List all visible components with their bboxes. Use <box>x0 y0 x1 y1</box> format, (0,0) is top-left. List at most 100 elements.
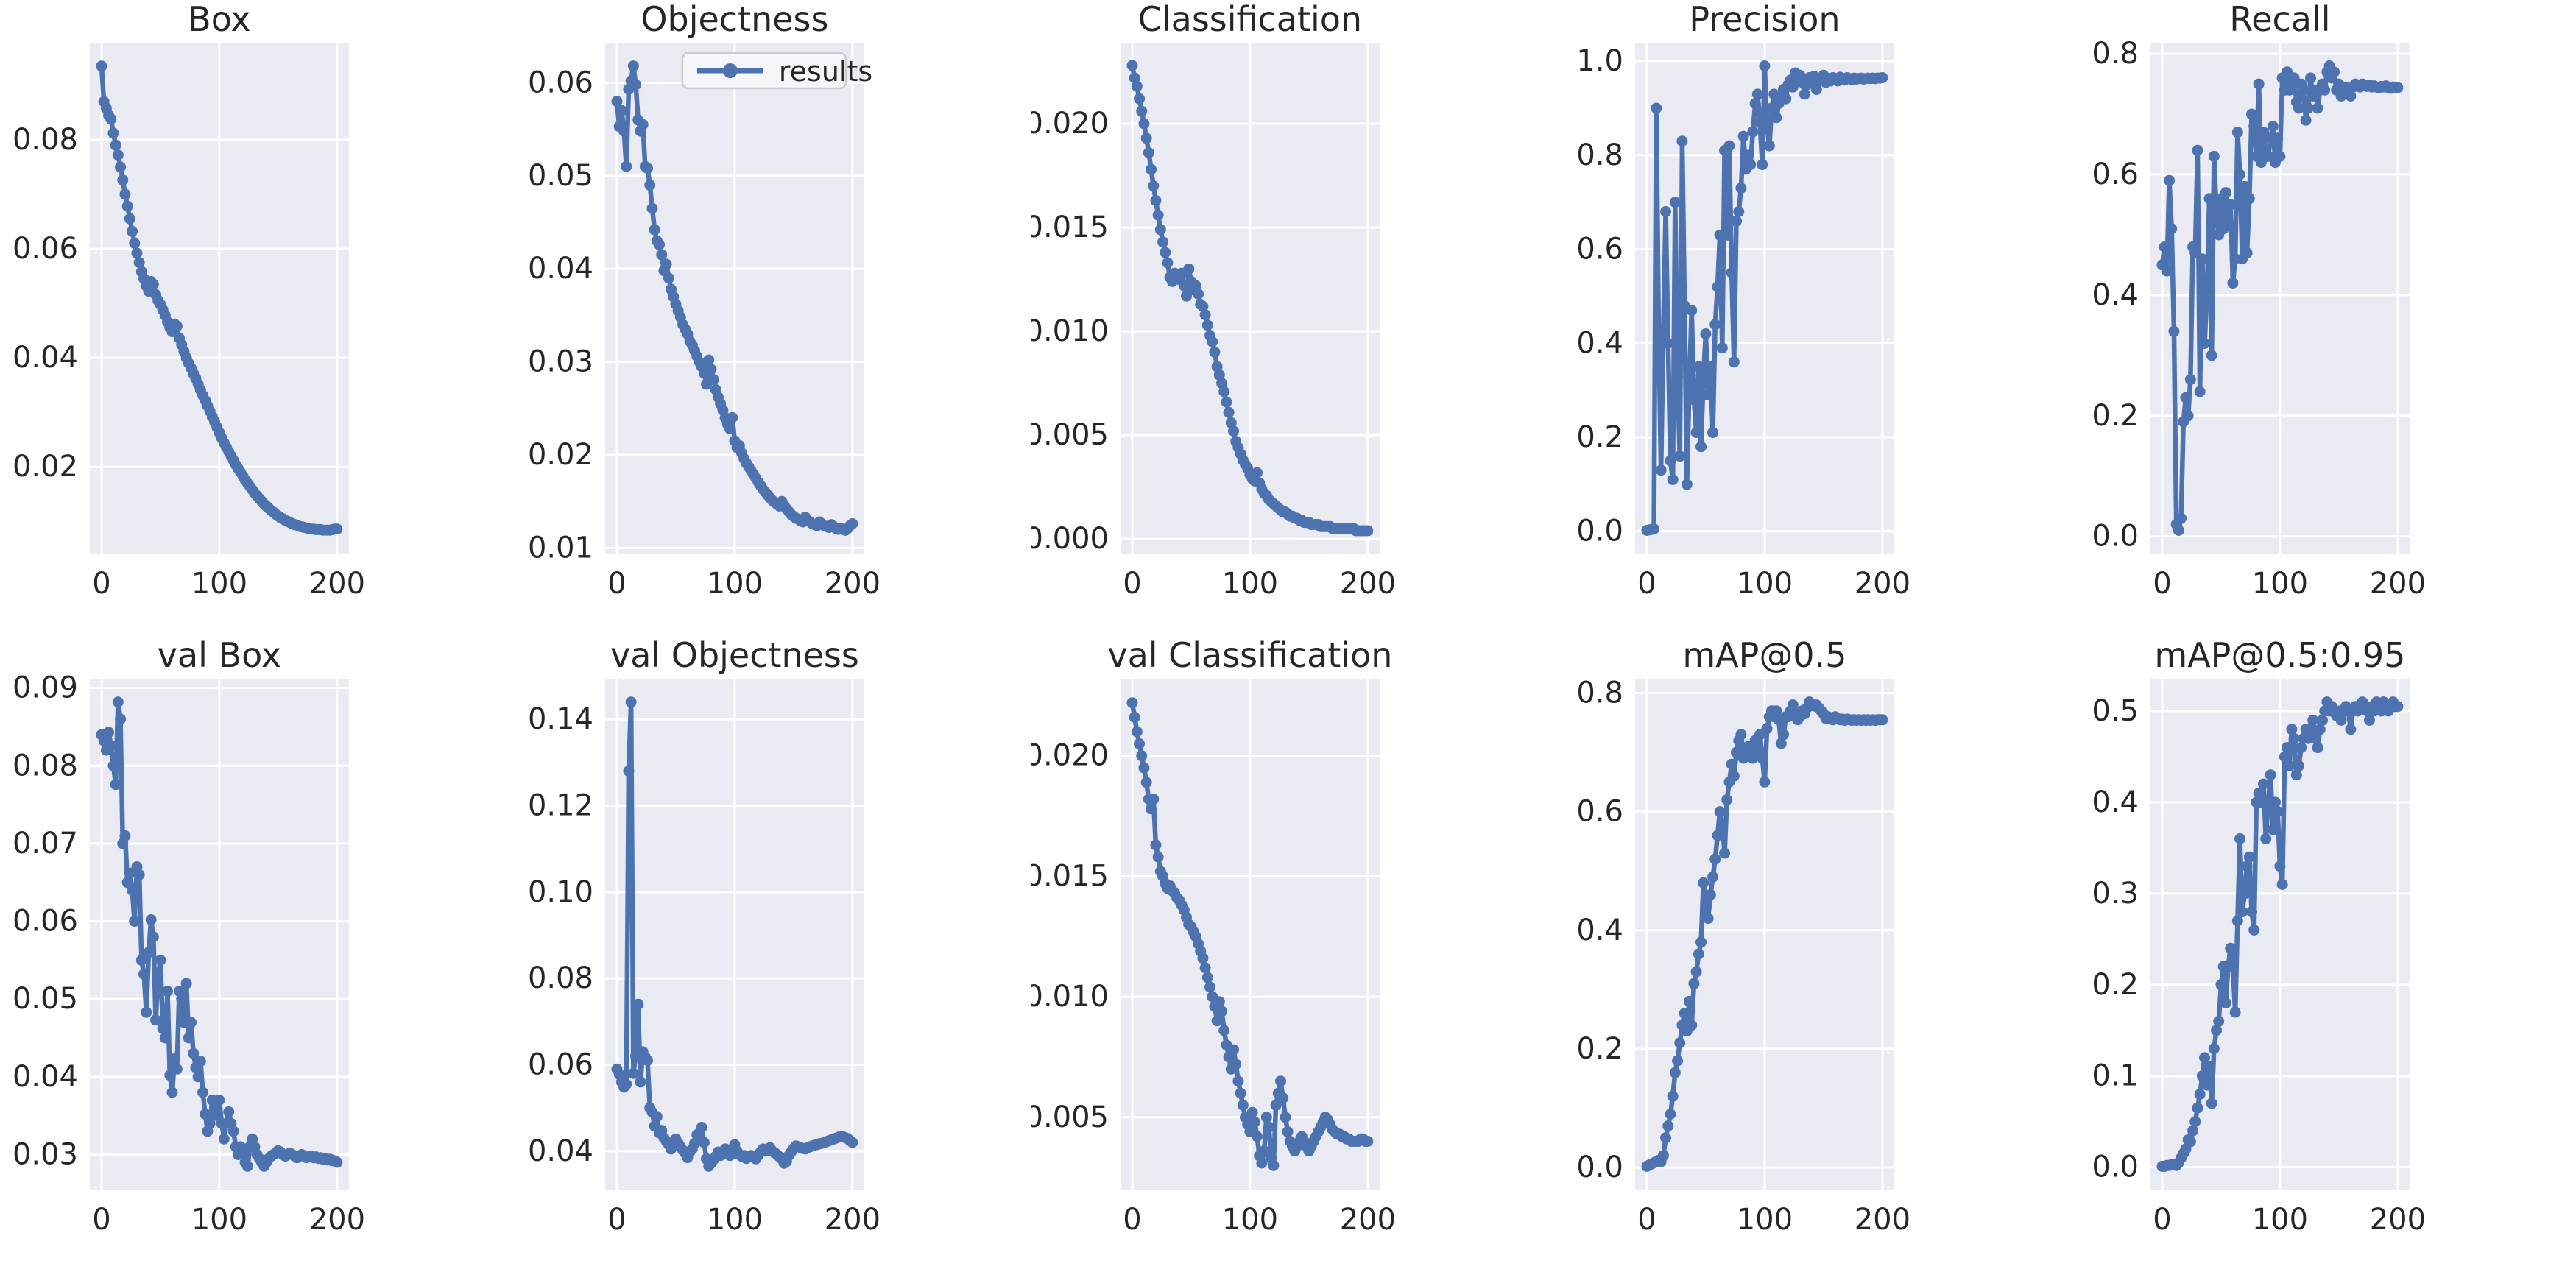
data-point <box>110 779 121 791</box>
y-tick-label: 0.0 <box>2092 1151 2139 1184</box>
data-point <box>2223 217 2234 229</box>
data-point <box>1270 1099 1282 1111</box>
series-markers <box>2156 60 2404 536</box>
data-point <box>1729 356 1740 368</box>
data-point <box>1180 290 1192 302</box>
data-point <box>2164 174 2176 186</box>
data-point <box>133 257 145 268</box>
subplot-recall: 0.0 0.2 0.4 0.6 0.8 0 100 200 Recall <box>2092 0 2427 601</box>
data-point <box>331 523 343 535</box>
subplot-title: Objectness <box>641 0 828 39</box>
subplot-cell-recall: 0.0 0.2 0.4 0.6 0.8 0 100 200 Recall <box>2061 0 2576 636</box>
data-point <box>1686 305 1698 317</box>
y-tick-label: 0.05 <box>13 982 78 1016</box>
data-point <box>117 174 129 186</box>
x-tick-label: 200 <box>1339 567 1395 601</box>
y-tick-label: 0.01 <box>528 531 593 565</box>
data-point <box>1707 427 1719 439</box>
data-point <box>1762 723 1774 735</box>
data-point <box>1688 394 1700 406</box>
data-point <box>1361 525 1373 537</box>
data-point <box>2272 132 2284 144</box>
data-point <box>1705 888 1717 900</box>
subplot-title: val Objectness <box>610 636 859 675</box>
y-tick-label: 0.2 <box>2092 968 2139 1002</box>
data-point <box>656 249 668 261</box>
data-point <box>1135 750 1147 762</box>
data-point <box>2265 769 2276 781</box>
data-point <box>1665 455 1676 467</box>
data-point <box>2246 108 2258 120</box>
data-point <box>129 916 141 928</box>
y-tick-label: 0.03 <box>13 1137 78 1171</box>
data-point <box>2180 392 2192 403</box>
data-point <box>1152 851 1164 863</box>
data-point <box>1700 328 1712 339</box>
data-point <box>1764 140 1776 152</box>
y-tick-label: 0.6 <box>1577 233 1624 266</box>
data-point <box>1679 1008 1691 1020</box>
data-point <box>1759 60 1771 71</box>
subplot-val-classification: 0.005 0.010 0.015 0.020 0 100 200 val Classific… <box>1031 636 1396 1237</box>
data-point <box>1712 830 1723 841</box>
data-point <box>1268 1159 1279 1171</box>
y-tick-label: 0.05 <box>528 159 593 193</box>
x-tick-label: 200 <box>825 1203 881 1237</box>
y-tick-label: 0.015 <box>1031 211 1109 244</box>
data-point <box>2329 66 2340 78</box>
x-tick-label: 200 <box>1855 567 1910 601</box>
data-point <box>1211 1015 1223 1027</box>
data-point <box>698 1137 710 1148</box>
series-markers <box>96 696 343 1172</box>
subplot-cell-val-box: 0.03 0.04 0.05 0.06 0.07 0.08 0.09 0 100 200 val B… <box>0 636 515 1272</box>
data-point <box>1698 877 1709 888</box>
data-point <box>2345 91 2357 102</box>
data-point <box>2232 127 2244 138</box>
data-point <box>1162 257 1174 269</box>
data-point <box>1197 953 1209 964</box>
data-point <box>688 1137 700 1149</box>
data-point <box>2166 223 2178 235</box>
data-point <box>1877 72 1888 83</box>
data-point <box>2182 410 2194 422</box>
data-point <box>1145 803 1157 815</box>
data-point <box>121 200 133 212</box>
data-point <box>131 247 143 259</box>
y-tick-label: 0.010 <box>1031 314 1109 348</box>
data-point <box>1726 758 1738 770</box>
data-point <box>2197 253 2209 265</box>
data-point <box>105 113 117 125</box>
data-point <box>1209 346 1221 358</box>
data-point <box>166 1086 178 1098</box>
data-point <box>611 96 623 107</box>
x-tick-label: 100 <box>1221 1203 1277 1237</box>
data-point <box>2246 906 2258 918</box>
data-point <box>703 354 715 366</box>
x-tick-label: 100 <box>707 1203 763 1237</box>
data-point <box>143 947 155 958</box>
y-tick-label: 0.10 <box>528 875 593 909</box>
data-point <box>2192 144 2203 156</box>
subplot-map-0-5-0-95: 0.0 0.1 0.2 0.3 0.4 0.5 0 100 200 mAP@0.5:0.95 <box>2092 636 2427 1237</box>
x-tick-label: 200 <box>2370 567 2426 601</box>
y-tick-label: 0.0 <box>1577 1151 1624 1184</box>
data-point <box>1788 699 1799 711</box>
data-point <box>176 993 188 1005</box>
data-point <box>2239 180 2251 192</box>
data-point <box>115 161 127 173</box>
y-tick-label: 0.6 <box>1577 795 1624 829</box>
data-point <box>110 139 121 151</box>
data-point <box>2296 742 2307 754</box>
y-tick-label: 0.06 <box>13 905 78 939</box>
data-point <box>2284 760 2296 771</box>
data-point <box>1684 380 1695 392</box>
y-tick-label: 0.02 <box>528 438 593 472</box>
data-point <box>103 727 115 738</box>
data-point <box>1215 1006 1227 1017</box>
data-point <box>2317 714 2329 726</box>
data-point <box>1729 770 1740 782</box>
data-point <box>2227 278 2239 289</box>
data-point <box>2300 114 2312 126</box>
data-point <box>2189 1116 2201 1128</box>
